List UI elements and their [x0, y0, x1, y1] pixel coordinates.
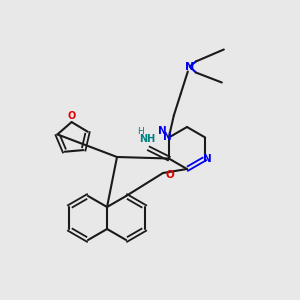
Text: N: N — [158, 125, 167, 136]
Text: N: N — [164, 131, 172, 142]
Text: N: N — [203, 154, 212, 164]
Text: H: H — [137, 128, 144, 136]
Text: N: N — [185, 61, 194, 71]
Text: NH: NH — [139, 134, 155, 145]
Text: O: O — [166, 170, 175, 180]
Text: O: O — [68, 111, 76, 121]
